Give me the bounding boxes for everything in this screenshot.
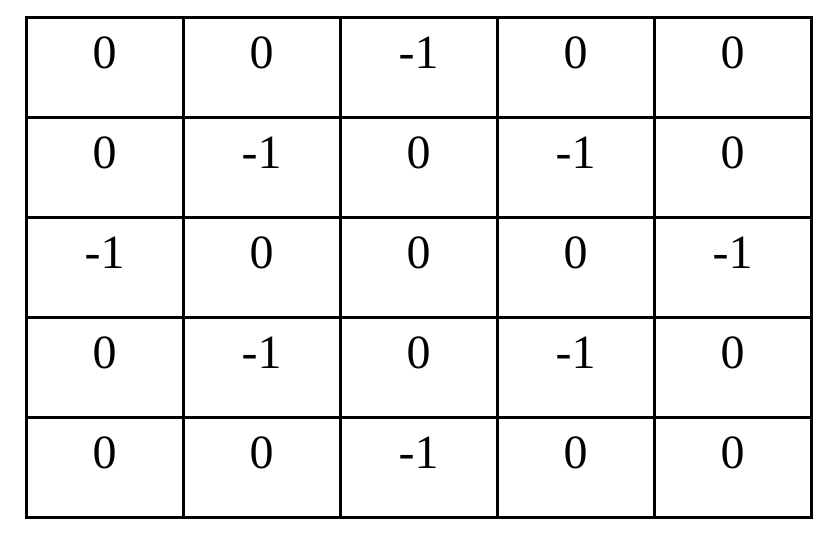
table-cell: 0 (497, 417, 654, 517)
table-cell: -1 (497, 317, 654, 417)
table-cell: -1 (340, 17, 497, 117)
table-row: 0 -1 0 -1 0 (26, 117, 811, 217)
table-cell: 0 (340, 317, 497, 417)
page-container: 0 0 -1 0 0 0 -1 0 -1 0 -1 0 0 0 -1 0 (0, 0, 837, 534)
table-cell: 0 (183, 417, 340, 517)
table-row: -1 0 0 0 -1 (26, 217, 811, 317)
table-cell: -1 (497, 117, 654, 217)
table-cell: -1 (340, 417, 497, 517)
matrix-body: 0 0 -1 0 0 0 -1 0 -1 0 -1 0 0 0 -1 0 (26, 17, 811, 517)
table-cell: 0 (26, 17, 183, 117)
table-cell: 0 (654, 417, 811, 517)
table-cell: 0 (340, 217, 497, 317)
table-cell: -1 (654, 217, 811, 317)
table-cell: 0 (26, 117, 183, 217)
table-cell: -1 (26, 217, 183, 317)
table-cell: 0 (183, 17, 340, 117)
table-cell: 0 (340, 117, 497, 217)
table-cell: -1 (183, 117, 340, 217)
matrix-table: 0 0 -1 0 0 0 -1 0 -1 0 -1 0 0 0 -1 0 (25, 16, 813, 519)
table-row: 0 0 -1 0 0 (26, 17, 811, 117)
table-cell: 0 (497, 217, 654, 317)
table-cell: 0 (183, 217, 340, 317)
table-row: 0 0 -1 0 0 (26, 417, 811, 517)
table-cell: 0 (654, 17, 811, 117)
table-row: 0 -1 0 -1 0 (26, 317, 811, 417)
table-cell: 0 (654, 117, 811, 217)
table-cell: 0 (26, 417, 183, 517)
table-cell: 0 (497, 17, 654, 117)
table-cell: 0 (654, 317, 811, 417)
table-cell: -1 (183, 317, 340, 417)
table-cell: 0 (26, 317, 183, 417)
